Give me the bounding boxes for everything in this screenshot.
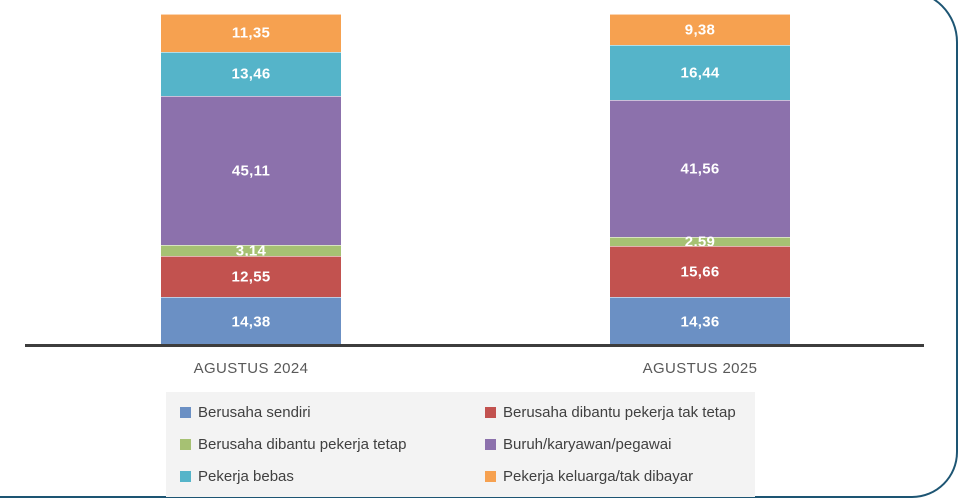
value-label-buruh-karyawan-pegawai: 45,11	[231, 162, 271, 180]
value-label-pekerja-keluarga-tak-dibayar: 11,35	[231, 24, 271, 42]
bar-segment-berusaha-dibantu-pekerja-tak-tetap: 15,66	[610, 245, 790, 298]
bar-segment-berusaha-dibantu-pekerja-tak-tetap: 12,55	[161, 255, 341, 298]
legend: Berusaha sendiri Berusaha dibantu pekerja…	[166, 392, 755, 497]
legend-item-berusaha-sendiri: Berusaha sendiri	[180, 404, 485, 421]
plot-area: 11,35 13,46 45,11 3,14 12,55 14,38 9,38 16,44 41…	[0, 14, 968, 345]
bar-segment-pekerja-keluarga-tak-dibayar: 11,35	[161, 14, 341, 52]
stacked-bar-agustus-2025: 9,38 16,44 41,56 2,59 15,66 14,36	[610, 14, 790, 345]
legend-label: Berusaha sendiri	[198, 403, 311, 421]
value-label-berusaha-sendiri: 14,36	[680, 313, 720, 331]
legend-item-berusaha-dibantu-pekerja-tetap: Berusaha dibantu pekerja tetap	[180, 436, 485, 453]
bar-segment-berusaha-dibantu-pekerja-tetap: 2,59	[610, 233, 790, 250]
bar-segment-pekerja-keluarga-tak-dibayar: 9,38	[610, 14, 790, 46]
legend-item-berusaha-dibantu-pekerja-tak-tetap: Berusaha dibantu pekerja tak tetap	[485, 404, 755, 421]
value-label-pekerja-keluarga-tak-dibayar: 9,38	[684, 21, 716, 39]
legend-swatch-icon	[485, 406, 496, 418]
bar-segment-berusaha-sendiri: 14,38	[161, 297, 341, 345]
legend-item-buruh-karyawan-pegawai: Buruh/karyawan/pegawai	[485, 436, 755, 453]
legend-swatch-icon	[485, 438, 496, 450]
value-label-pekerja-bebas: 13,46	[231, 65, 271, 83]
bar-segment-pekerja-bebas: 16,44	[610, 45, 790, 100]
value-label-pekerja-bebas: 16,44	[680, 64, 720, 82]
bar-segment-buruh-karyawan-pegawai: 41,56	[610, 99, 790, 238]
value-label-berusaha-dibantu-pekerja-tak-tetap: 12,55	[231, 268, 271, 286]
x-axis-line	[25, 344, 924, 347]
value-label-berusaha-dibantu-pekerja-tetap: 3,14	[235, 242, 267, 260]
legend-label: Berusaha dibantu pekerja tak tetap	[503, 403, 736, 421]
legend-label: Berusaha dibantu pekerja tetap	[198, 435, 407, 453]
value-label-berusaha-dibantu-pekerja-tak-tetap: 15,66	[680, 263, 720, 281]
legend-item-pekerja-bebas: Pekerja bebas	[180, 468, 485, 485]
legend-label: Pekerja keluarga/tak dibayar	[503, 468, 694, 486]
legend-swatch-icon	[180, 406, 191, 418]
legend-swatch-icon	[180, 471, 191, 483]
legend-swatch-icon	[180, 438, 191, 450]
category-label-agustus-2025: AGUSTUS 2025	[642, 360, 758, 377]
bar-segment-berusaha-dibantu-pekerja-tetap: 3,14	[161, 243, 341, 260]
legend-label: Buruh/karyawan/pegawai	[503, 435, 672, 453]
legend-swatch-icon	[485, 471, 496, 483]
bar-segment-buruh-karyawan-pegawai: 45,11	[161, 96, 341, 246]
bar-segment-pekerja-bebas: 13,46	[161, 51, 341, 97]
bar-segment-berusaha-sendiri: 14,36	[610, 297, 790, 345]
value-label-berusaha-sendiri: 14,38	[231, 313, 271, 331]
stacked-bar-agustus-2024: 11,35 13,46 45,11 3,14 12,55 14,38	[161, 14, 341, 345]
value-label-buruh-karyawan-pegawai: 41,56	[680, 160, 720, 178]
category-label-agustus-2024: AGUSTUS 2024	[193, 360, 309, 377]
legend-label: Pekerja bebas	[198, 468, 294, 486]
legend-item-pekerja-keluarga-tak-dibayar: Pekerja keluarga/tak dibayar	[485, 468, 755, 485]
